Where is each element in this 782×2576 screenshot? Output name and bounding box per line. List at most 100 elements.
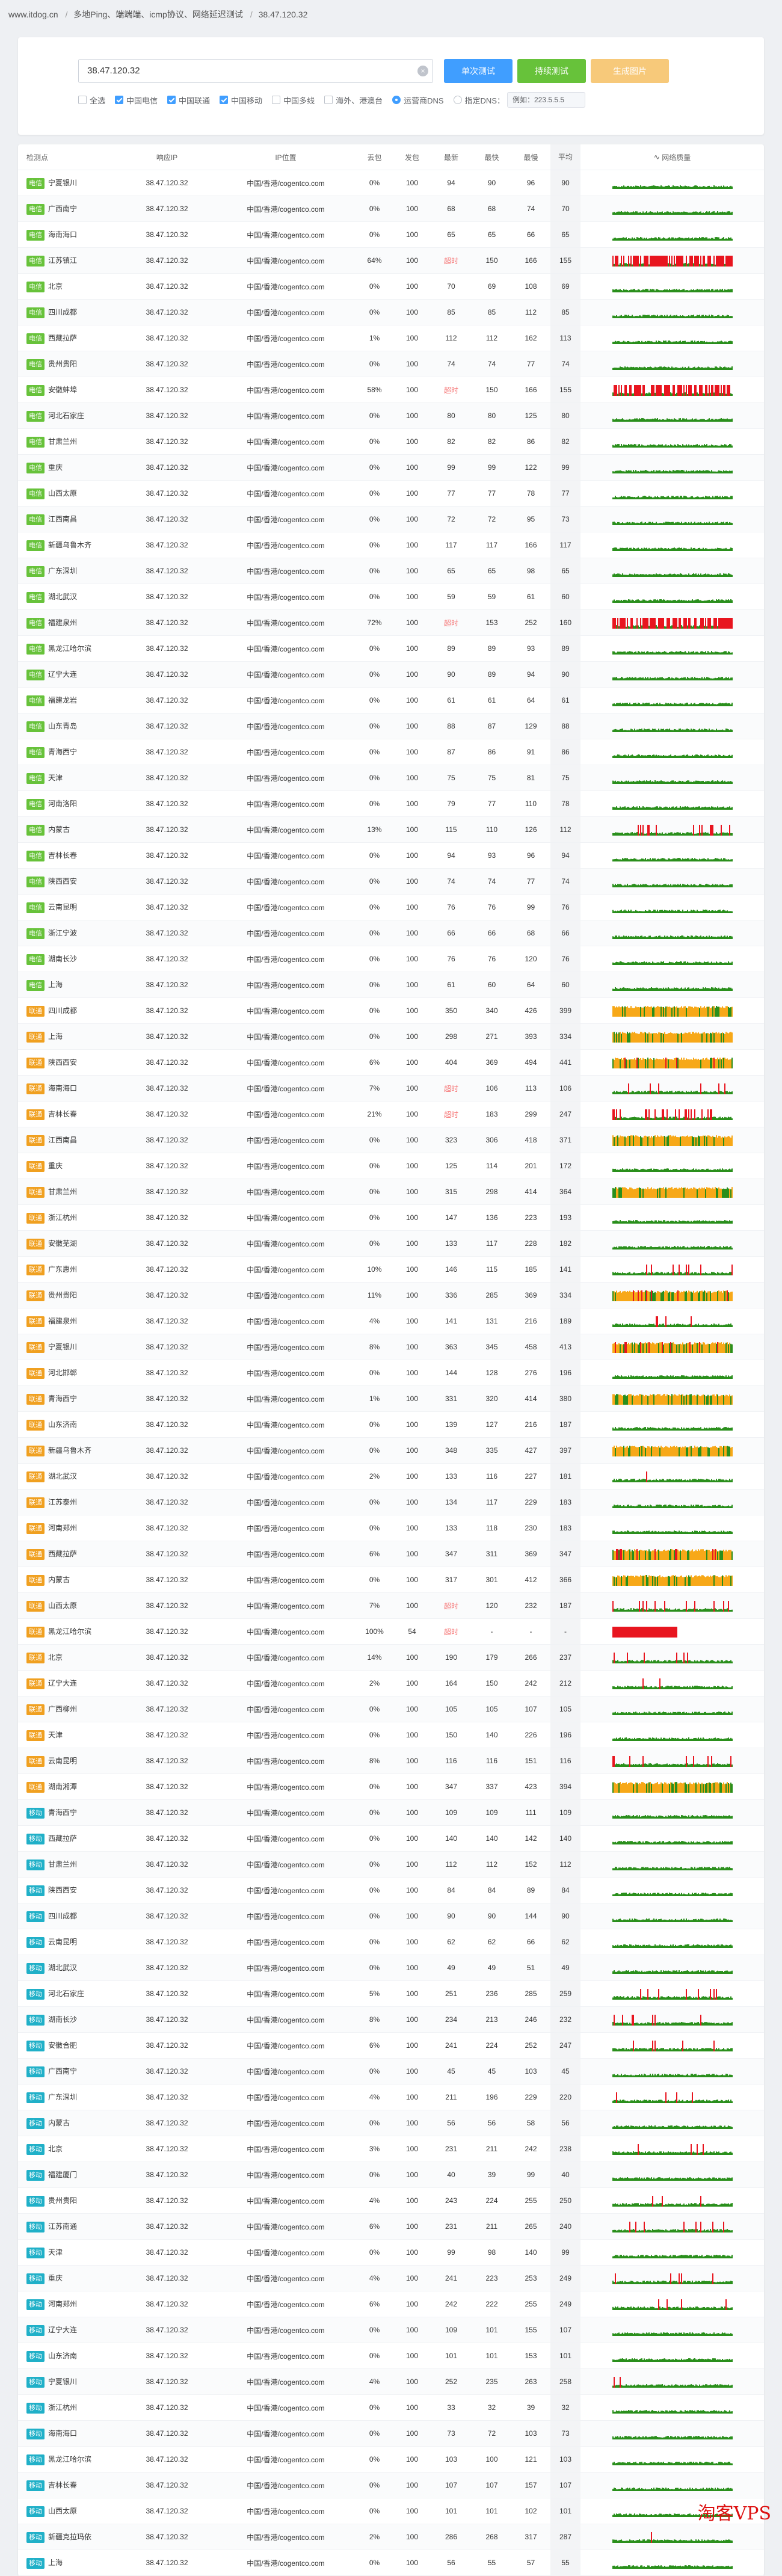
quality-bar [612, 756, 614, 758]
quality-bar [659, 290, 660, 292]
slowest-cell: 94 [526, 670, 535, 679]
quality-bar [663, 1032, 665, 1043]
quality-bar [730, 911, 731, 913]
quality-bar [722, 385, 724, 396]
quality-bar [612, 256, 614, 267]
quality-bar [627, 652, 629, 655]
latest-cell: 88 [447, 722, 455, 730]
quality-bar [696, 496, 698, 499]
quality-bar [709, 1188, 711, 1198]
quality-cell [580, 279, 764, 294]
quality-bar [714, 833, 716, 836]
quality-bar [700, 1265, 701, 1275]
quality-bar [683, 807, 685, 810]
quality-bar [613, 677, 615, 680]
quality-bar [665, 419, 667, 422]
quality-bar [654, 1246, 656, 1249]
single-test-button[interactable]: 单次测试 [444, 59, 513, 83]
checkbox-telecom[interactable]: 中国电信 [115, 94, 158, 106]
quality-bar [624, 703, 626, 706]
dns-input[interactable]: 例如：223.5.5.5 [507, 92, 585, 108]
quality-bar [722, 445, 724, 448]
quality-bar [682, 1221, 683, 1224]
quality-bar [689, 212, 691, 215]
node-cell: 电信 山西太原 [18, 488, 117, 499]
quality-bar [718, 1272, 719, 1275]
breadcrumb-home[interactable]: www.itdog.cn [8, 10, 58, 19]
checkbox-overseas[interactable]: 海外、港澳台 [324, 94, 383, 106]
quality-bar [708, 806, 710, 810]
breadcrumb-tool[interactable]: 多地Ping、端端端、icmp协议、网络延迟测试 [73, 10, 243, 19]
quality-bar [718, 1059, 719, 1068]
quality-bar [731, 652, 733, 655]
quality-bar [719, 781, 721, 784]
quality-bar [703, 419, 705, 422]
quality-bar [715, 961, 717, 965]
quality-bar [702, 1118, 704, 1120]
quality-bar [702, 678, 704, 680]
checkbox-icon[interactable] [324, 96, 333, 104]
quality-bar [712, 368, 713, 370]
quality-bar [662, 833, 664, 836]
quality-bar [665, 678, 667, 680]
quality-bar [696, 859, 698, 861]
quality-bar [690, 832, 692, 836]
quality-bar [720, 1188, 722, 1198]
quality-bar [636, 1135, 638, 1146]
checkbox-icon[interactable] [115, 96, 124, 104]
checkbox-icon[interactable] [78, 96, 87, 104]
quality-bar [614, 385, 616, 396]
quality-bar [686, 290, 688, 292]
quality-bar [615, 1109, 617, 1120]
quality-bar [645, 859, 647, 861]
quality-bar [700, 470, 701, 473]
quality-bar [686, 471, 688, 473]
quality-bar [689, 575, 691, 577]
continuous-test-button[interactable]: 持续测试 [517, 59, 586, 83]
quality-bar [642, 211, 644, 215]
checkbox-icon[interactable] [220, 96, 229, 104]
quality-bar [641, 935, 642, 939]
isp-badge: 电信 [26, 617, 45, 629]
quality-bar [632, 1008, 634, 1017]
quality-bar [626, 1059, 628, 1068]
radio-icon[interactable] [392, 96, 401, 104]
checkbox-select-all[interactable]: 全选 [78, 94, 105, 106]
quality-bar [674, 1135, 676, 1146]
radio-icon[interactable] [453, 96, 462, 104]
average-cell: 441 [550, 1050, 580, 1075]
quality-bar [638, 911, 640, 913]
quality-bar [679, 368, 681, 370]
quality-bar [698, 1059, 700, 1068]
quality-bar [726, 1032, 728, 1043]
quality-bar [626, 988, 628, 991]
quality-bar [670, 263, 671, 267]
clear-icon[interactable]: × [417, 66, 428, 76]
checkbox-mobile[interactable]: 中国移动 [220, 94, 262, 106]
quality-bar [683, 618, 685, 629]
search-input[interactable]: 38.47.120.32 [78, 59, 433, 83]
quality-bar [724, 678, 725, 680]
quality-bar [725, 859, 727, 861]
quality-bar [636, 780, 638, 784]
quality-bar [661, 444, 663, 448]
quality-bar [656, 418, 658, 422]
checkbox-unicom[interactable]: 中国联通 [167, 94, 210, 106]
quality-bar [678, 368, 680, 370]
generate-image-button[interactable]: 生成图片 [591, 59, 669, 83]
quality-bar [680, 652, 682, 655]
checkbox-multiline[interactable]: 中国多线 [272, 94, 315, 106]
radio-isp-dns[interactable]: 运营商DNS [392, 94, 444, 106]
quality-bar [620, 523, 622, 525]
quality-bar [632, 1220, 634, 1224]
quality-bar [663, 1272, 665, 1275]
checkbox-icon[interactable] [167, 96, 176, 104]
quality-bar [631, 781, 633, 784]
quality-bar [655, 987, 657, 991]
quality-bar [644, 1188, 646, 1198]
quality-bar [636, 341, 638, 344]
checkbox-icon[interactable] [272, 96, 281, 104]
sent-cell: 100 [405, 1291, 419, 1299]
quality-bar [725, 470, 727, 473]
radio-custom-dns[interactable]: 指定DNS： 例如：223.5.5.5 [453, 92, 585, 108]
